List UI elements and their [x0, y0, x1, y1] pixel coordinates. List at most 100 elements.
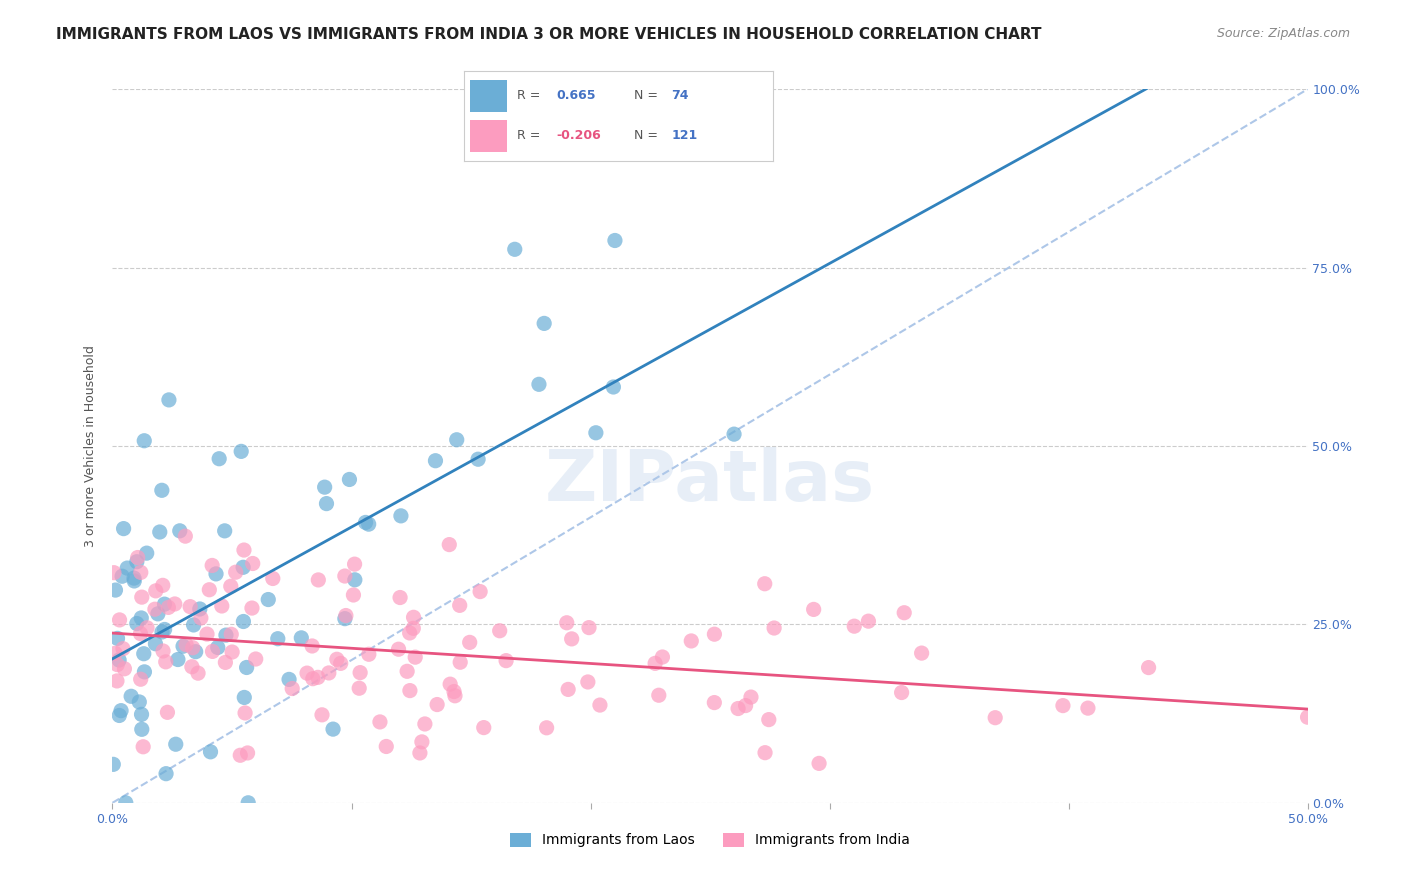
Point	[262, 572, 284, 586]
Point	[155, 655, 177, 669]
Point	[146, 607, 169, 621]
Point	[236, 746, 259, 760]
Point	[561, 632, 583, 646]
Point	[103, 566, 125, 580]
Point	[343, 573, 366, 587]
Point	[808, 756, 831, 771]
FancyBboxPatch shape	[470, 120, 508, 152]
Point	[318, 665, 340, 680]
Point	[129, 626, 152, 640]
Point	[727, 701, 749, 715]
Point	[134, 665, 156, 679]
Point	[103, 757, 125, 772]
Point	[104, 646, 127, 660]
Point	[205, 566, 228, 581]
Point	[1077, 701, 1099, 715]
Point	[232, 560, 254, 574]
Point	[357, 647, 380, 661]
Point	[444, 689, 467, 703]
Point	[219, 579, 242, 593]
Point	[233, 543, 256, 558]
Point	[172, 639, 194, 653]
Point	[333, 569, 356, 583]
Point	[589, 698, 612, 712]
Point	[165, 737, 187, 751]
Point	[396, 665, 419, 679]
Point	[446, 433, 468, 447]
Point	[183, 618, 205, 632]
Text: ZIPatlas: ZIPatlas	[546, 447, 875, 516]
Point	[120, 690, 142, 704]
Point	[349, 665, 371, 680]
Point	[329, 657, 352, 671]
Point	[242, 557, 264, 571]
Point	[131, 590, 153, 604]
Point	[557, 682, 579, 697]
Point	[132, 647, 155, 661]
Point	[169, 524, 191, 538]
Point	[111, 569, 134, 583]
Point	[740, 690, 762, 704]
FancyBboxPatch shape	[470, 80, 508, 112]
Point	[468, 584, 491, 599]
Point	[240, 601, 263, 615]
Text: N =: N =	[634, 89, 662, 102]
Point	[911, 646, 934, 660]
Point	[127, 550, 149, 565]
Point	[413, 717, 436, 731]
Point	[703, 696, 725, 710]
Point	[1052, 698, 1074, 713]
Point	[1137, 660, 1160, 674]
Point	[198, 582, 221, 597]
Point	[129, 672, 152, 686]
Point	[603, 234, 626, 248]
Point	[439, 538, 461, 552]
Point	[398, 626, 420, 640]
Point	[449, 655, 471, 669]
Point	[125, 616, 148, 631]
Point	[190, 611, 212, 625]
Point	[307, 573, 329, 587]
Point	[150, 483, 173, 498]
Point	[157, 600, 180, 615]
Point	[233, 706, 256, 720]
Point	[108, 613, 131, 627]
Point	[145, 637, 167, 651]
Point	[399, 683, 422, 698]
Point	[651, 650, 673, 665]
Point	[214, 656, 236, 670]
Point	[301, 672, 323, 686]
Point	[368, 714, 391, 729]
Point	[536, 721, 558, 735]
Point	[335, 608, 357, 623]
Point	[723, 427, 745, 442]
Point	[215, 628, 238, 642]
Point	[267, 632, 290, 646]
Point	[426, 698, 449, 712]
Point	[245, 652, 267, 666]
Point	[315, 497, 337, 511]
Point	[354, 516, 377, 530]
Point	[115, 561, 138, 575]
Point	[110, 704, 132, 718]
Point	[219, 627, 242, 641]
Point	[314, 480, 336, 494]
Point	[278, 673, 301, 687]
Point	[387, 642, 409, 657]
Point	[225, 565, 247, 579]
Point	[181, 640, 204, 655]
Point	[129, 566, 152, 580]
Point	[214, 524, 236, 538]
Point	[207, 640, 229, 655]
Point	[763, 621, 786, 635]
Point	[257, 592, 280, 607]
Point	[108, 653, 131, 667]
Text: 0.665: 0.665	[557, 89, 596, 102]
Legend: Immigrants from Laos, Immigrants from India: Immigrants from Laos, Immigrants from In…	[505, 827, 915, 853]
Point	[576, 675, 599, 690]
Point	[443, 684, 465, 698]
Point	[156, 706, 179, 720]
Point	[163, 597, 186, 611]
Point	[322, 722, 344, 736]
Point	[179, 599, 201, 614]
